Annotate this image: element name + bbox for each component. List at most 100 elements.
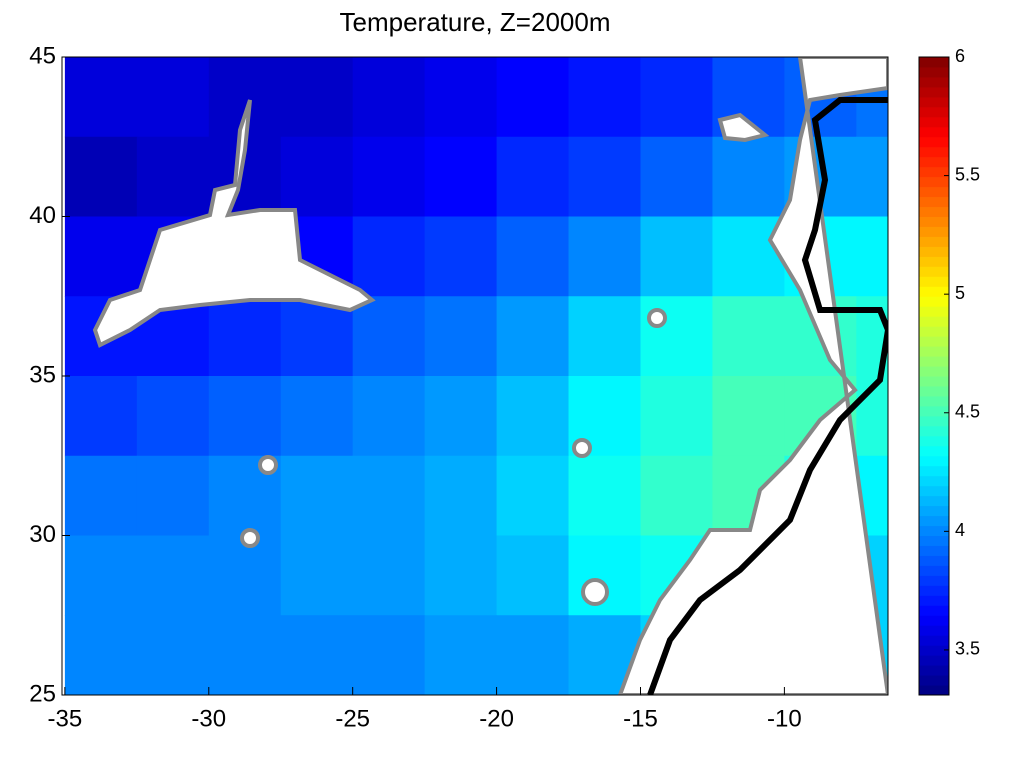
colorbar-swatch: [919, 226, 949, 237]
colorbar-swatch: [919, 266, 949, 277]
colorbar-tick-label: 5.5: [955, 164, 980, 184]
heatmap-cell: [640, 376, 713, 457]
heatmap-cell: [496, 615, 570, 695]
heatmap-cell: [64, 57, 138, 138]
heatmap-cell: [136, 615, 210, 695]
colorbar-swatch: [919, 136, 949, 148]
colorbar-swatch: [919, 216, 949, 227]
heatmap-cell: [352, 455, 426, 536]
x-tick-label: -15: [623, 705, 658, 732]
heatmap-cell: [568, 136, 641, 217]
colorbar-swatch: [919, 475, 949, 487]
colorbar-swatch: [919, 57, 949, 68]
colorbar-swatch: [919, 76, 949, 88]
heatmap-cell: [568, 455, 641, 536]
heatmap-cell: [424, 136, 498, 217]
colorbar-swatch: [919, 116, 949, 128]
heatmap-cell: [280, 136, 354, 217]
colorbar-swatch: [919, 595, 949, 606]
colorbar-swatch: [919, 286, 949, 297]
colorbar-swatch: [919, 276, 949, 287]
colorbar-swatch: [919, 555, 949, 566]
heatmap-cell: [64, 455, 138, 536]
y-tick-label: 45: [29, 42, 56, 69]
colorbar-swatch: [919, 166, 949, 178]
x-tick-label: -20: [479, 705, 514, 732]
colorbar-swatch: [919, 665, 949, 676]
x-tick-label: -35: [48, 705, 83, 732]
colorbar-swatch: [919, 535, 949, 546]
heatmap-cell: [496, 136, 570, 217]
heatmap-cell: [568, 57, 641, 138]
heatmap-cell: [496, 296, 570, 377]
heatmap-cell: [712, 136, 785, 217]
y-tick-label: 35: [29, 361, 56, 388]
heatmap-cell: [496, 376, 570, 457]
colorbar-swatch: [919, 525, 949, 536]
colorbar-swatch: [919, 675, 949, 686]
x-tick-label: -10: [767, 705, 802, 732]
heatmap-cell: [640, 216, 713, 297]
colorbar-swatch: [919, 256, 949, 267]
colorbar-swatch: [919, 645, 949, 656]
heatmap-cell: [640, 136, 713, 217]
colorbar-tick-label: 5: [955, 283, 965, 303]
colorbar-frame: [918, 56, 950, 696]
heatmap-cell: [64, 535, 138, 616]
coastline: [647, 97, 888, 695]
heatmap-cell: [136, 136, 210, 217]
colorbar-tick-label: 4: [955, 520, 965, 540]
colorbar-swatch: [919, 156, 949, 168]
y-tick-label: 25: [29, 680, 56, 707]
heatmap-cell: [280, 535, 354, 616]
colorbar-swatch: [919, 206, 949, 217]
colorbar-swatch: [919, 385, 949, 397]
island: [240, 528, 260, 548]
colorbar-swatch: [919, 146, 949, 158]
heatmap-cell: [424, 455, 498, 536]
heatmap-cell: [712, 376, 785, 457]
heatmap-cell: [352, 57, 426, 138]
colorbar-swatch: [919, 106, 949, 118]
island: [717, 112, 770, 143]
colorbar-swatch: [919, 455, 949, 467]
heatmap-cell: [424, 296, 498, 377]
colorbar-swatch: [919, 96, 949, 108]
colorbar-swatch: [919, 655, 949, 666]
heatmap-cell: [424, 535, 498, 616]
heatmap-cell: [496, 535, 570, 616]
heatmap-cell: [280, 615, 354, 695]
heatmap-cell: [856, 376, 888, 457]
heatmap-cell: [352, 376, 426, 457]
colorbar-swatch: [919, 126, 949, 138]
chart-title: Temperature, Z=2000m: [340, 7, 611, 37]
heatmap-cell: [712, 296, 785, 377]
heatmap-cell: [208, 535, 282, 616]
colorbar-swatch: [919, 366, 949, 377]
colorbar-swatch: [919, 316, 949, 327]
heatmap-cell: [136, 535, 210, 616]
heatmap-cell: [424, 615, 498, 695]
heatmap-cell: [640, 455, 713, 536]
heatmap-cell: [568, 535, 641, 616]
island: [572, 438, 592, 458]
heatmap-cell: [64, 216, 138, 297]
colorbar-swatch: [919, 585, 949, 596]
heatmap-cell: [352, 136, 426, 217]
colorbar-swatch: [919, 306, 949, 317]
island-group: [92, 99, 376, 348]
colorbar-swatch: [919, 435, 949, 447]
heatmap-cell: [352, 615, 426, 695]
axes: -35 -30 -25 -20 -15 -10 25 30 35 40 45: [29, 42, 801, 732]
heatmap-cell: [64, 136, 138, 217]
colorbar-swatch: [919, 176, 949, 188]
coast-land: [617, 57, 888, 695]
heatmap-cell: [136, 455, 210, 536]
heatmap-cell: [208, 296, 282, 377]
colorbar-tick-label: 6: [955, 46, 965, 66]
colorbar-swatch: [919, 605, 949, 616]
heatmap-cell: [280, 57, 354, 138]
colorbar-swatch: [919, 395, 949, 407]
heatmap-cell: [352, 216, 426, 297]
colorbar-swatch: [919, 66, 949, 78]
